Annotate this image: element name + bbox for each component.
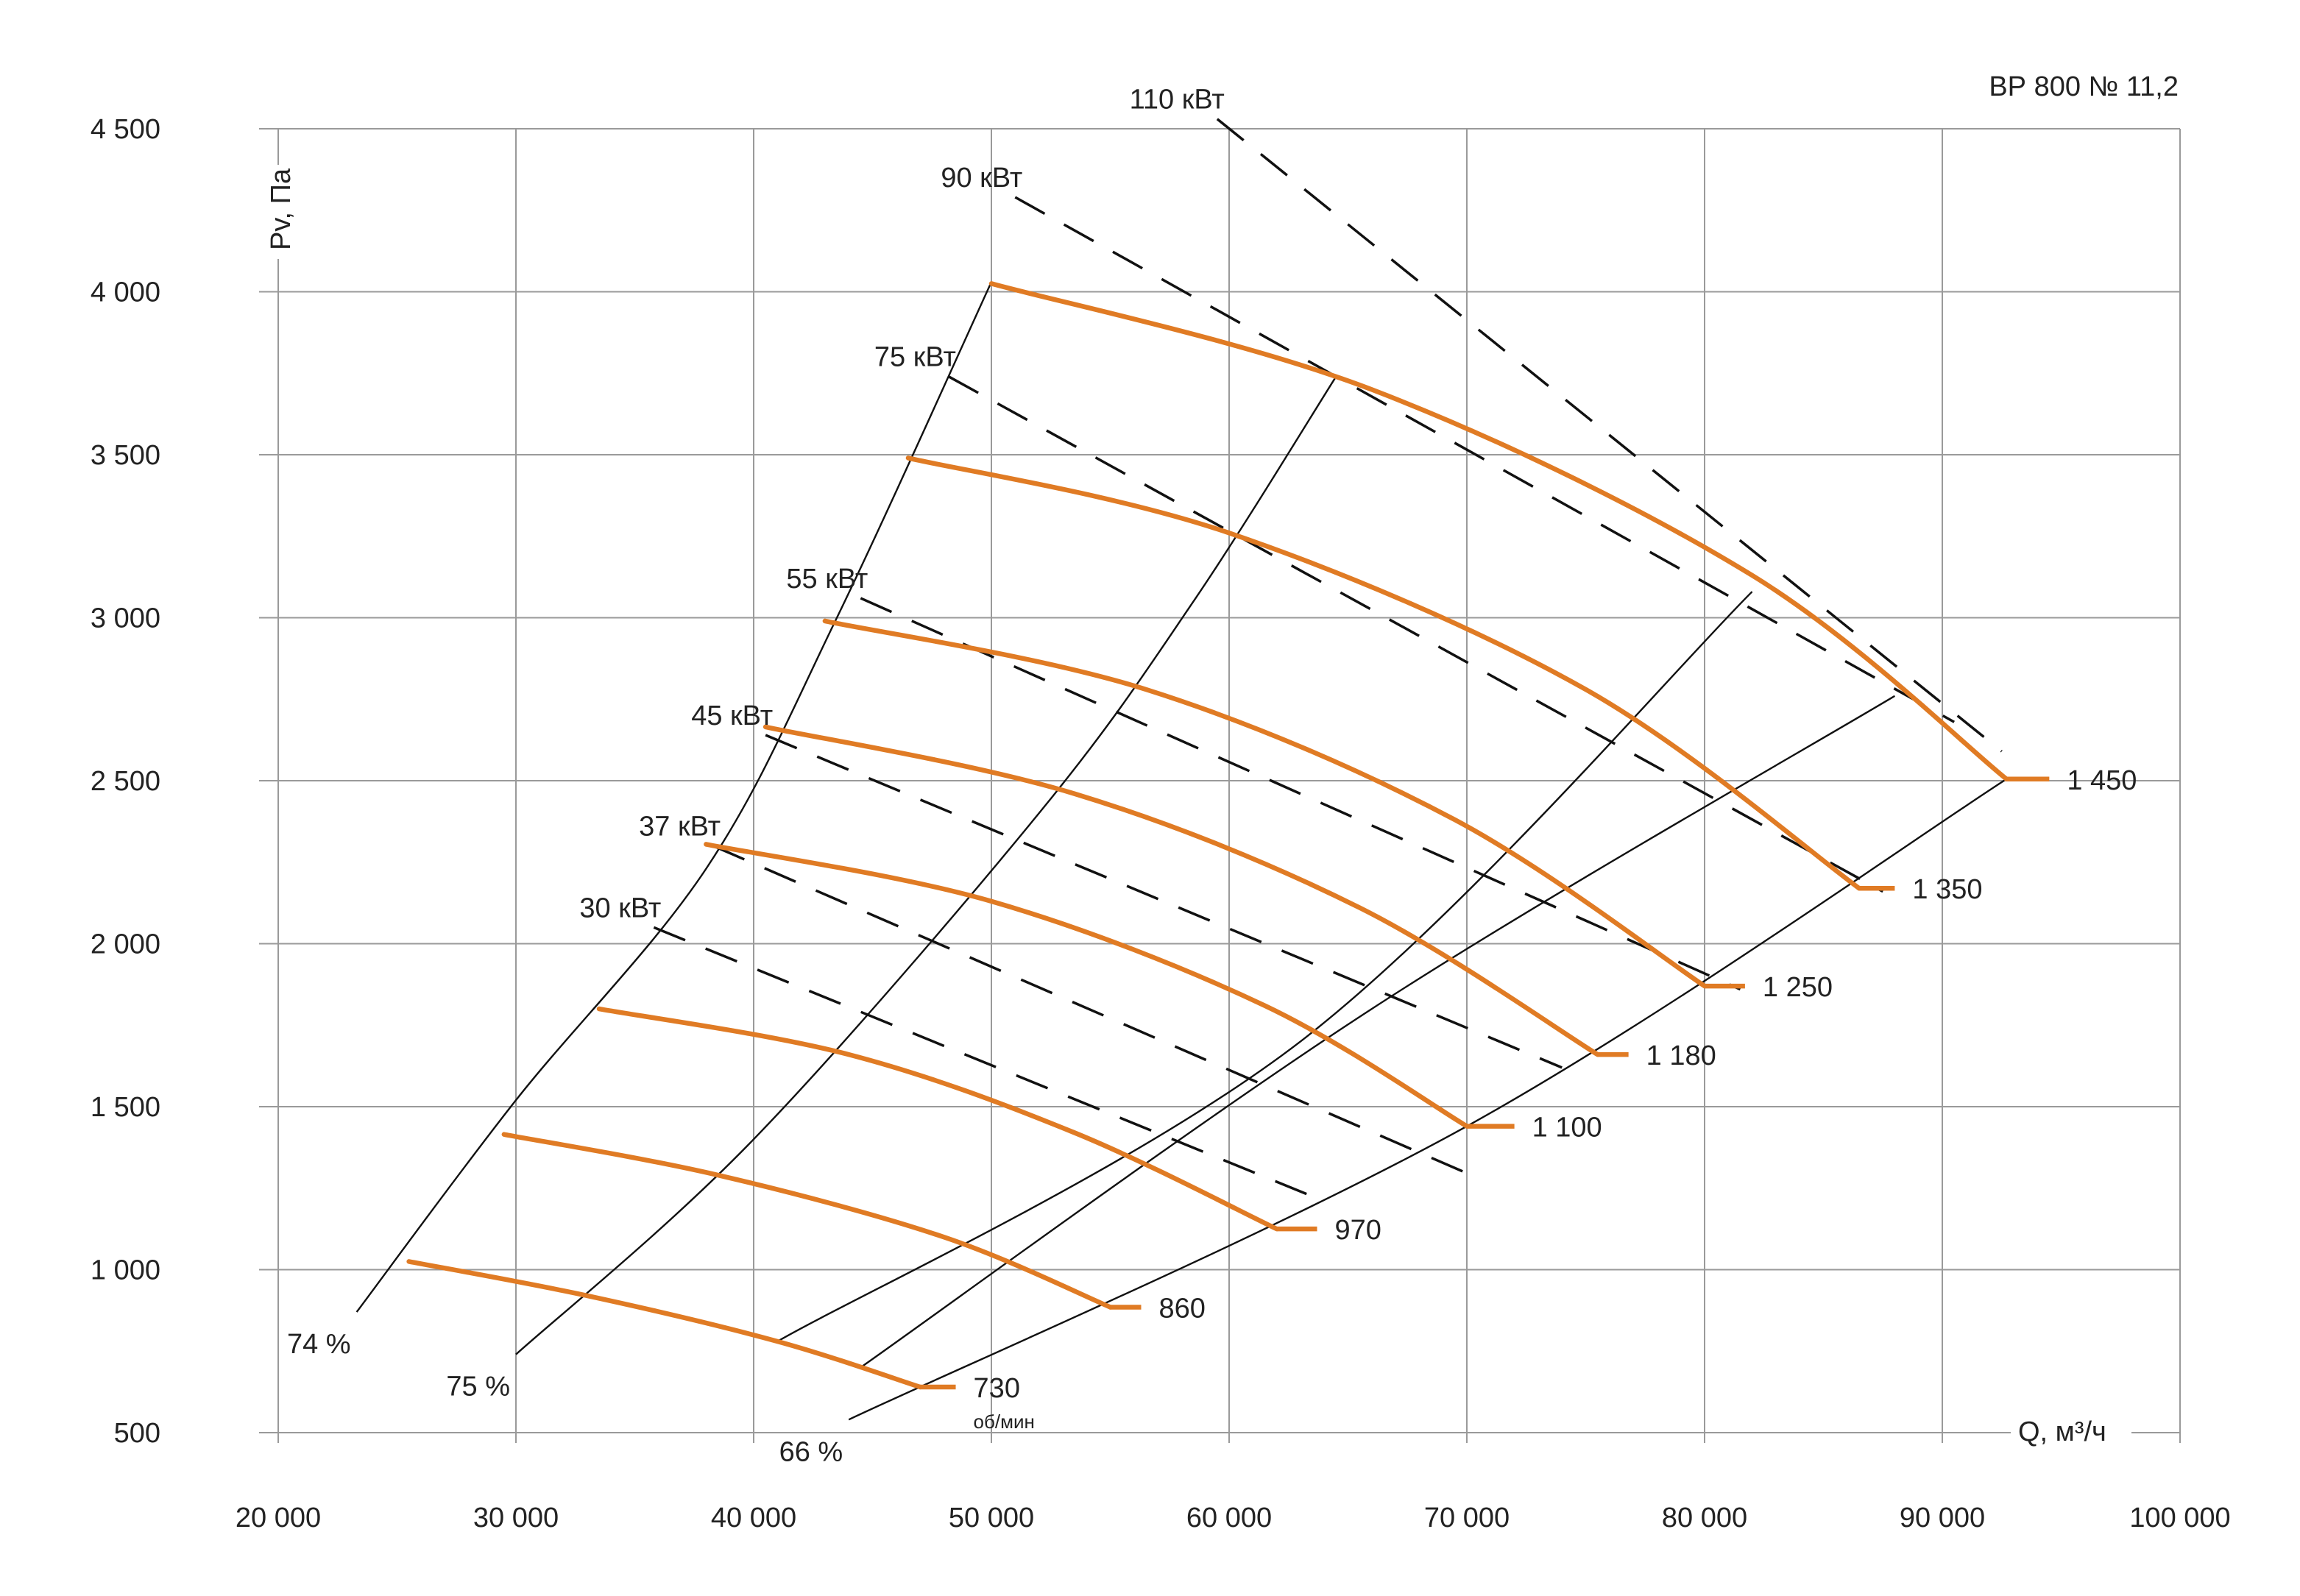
- x-tick-label: 60 000: [1186, 1503, 1272, 1533]
- x-tick-label: 50 000: [949, 1503, 1034, 1533]
- power-label: 37 кВт: [639, 812, 721, 843]
- power-label: 90 кВт: [941, 163, 1022, 194]
- power-line: [1014, 196, 1956, 723]
- x-tick-label: 100 000: [2129, 1503, 2230, 1533]
- speed-curve: [704, 842, 1470, 1129]
- x-tick-label: 30 000: [473, 1503, 559, 1533]
- power-line: [1216, 118, 2003, 753]
- power-label: 55 кВт: [786, 564, 868, 595]
- x-tick-label: 40 000: [711, 1503, 796, 1533]
- power-label: 110 кВт: [1130, 85, 1225, 116]
- tick-labels: 20 000 30 000 40 000 50 000 60 000 70 000 80 0…: [91, 114, 2231, 1533]
- x-axis-label: Q, м³/ч: [2011, 1414, 2131, 1451]
- x-tick-label: 20 000: [236, 1503, 321, 1533]
- speed-label: 860: [1158, 1293, 1205, 1324]
- speed-label: 1 450: [2067, 765, 2137, 796]
- y-axis-label-text: Pv, Па: [266, 168, 297, 250]
- y-tick-label: 2 000: [91, 929, 160, 960]
- power-line: [948, 375, 1884, 893]
- speed-label: 970: [1335, 1215, 1381, 1246]
- x-tick-label: 80 000: [1662, 1503, 1747, 1533]
- efficiency-line: [776, 591, 1753, 1343]
- x-tick-label: 90 000: [1900, 1503, 1985, 1533]
- speed-curve: [822, 618, 1708, 989]
- power-lines: [653, 118, 2003, 1198]
- power-label: 45 кВт: [691, 701, 773, 731]
- efficiency-lines: [355, 281, 2007, 1421]
- y-tick-label: 4 000: [91, 277, 160, 308]
- y-tick-label: 2 500: [91, 766, 160, 797]
- efficiency-label: 75 %: [446, 1372, 510, 1402]
- y-axis-label: Pv, Па: [261, 165, 302, 259]
- annotations: 74 % 75 % 66 % 30 кВт 37 кВт 45 кВт 55 кВт 75 к…: [287, 85, 2137, 1468]
- chart-title: ВР 800 № 11,2: [1989, 71, 2179, 102]
- speed-curve: [905, 455, 1862, 891]
- speed-label: 1 180: [1646, 1040, 1716, 1071]
- efficiency-label: 74 %: [287, 1329, 351, 1360]
- x-tick-label: 70 000: [1424, 1503, 1510, 1533]
- power-label: 30 кВт: [579, 893, 661, 923]
- power-line: [860, 597, 1741, 991]
- power-label: 75 кВт: [874, 342, 956, 373]
- power-line: [765, 734, 1563, 1069]
- y-tick-label: 3 000: [91, 603, 160, 634]
- speed-curve: [596, 1006, 1279, 1232]
- speed-curve: [762, 724, 1600, 1057]
- speed-curves: [406, 281, 2050, 1390]
- speed-curve: [988, 281, 2009, 782]
- grid: [259, 128, 2181, 1443]
- y-tick-label: 500: [114, 1418, 160, 1449]
- y-tick-label: 4 500: [91, 114, 160, 145]
- y-tick-label: 1 500: [91, 1092, 160, 1123]
- efficiency-line: [860, 695, 1896, 1369]
- speed-label: 1 100: [1532, 1113, 1602, 1143]
- efficiency-label: 66 %: [779, 1436, 843, 1467]
- speed-curve: [501, 1132, 1113, 1310]
- y-tick-label: 1 000: [91, 1255, 160, 1286]
- speed-curve: [406, 1259, 923, 1390]
- x-axis-label-text: Q, м³/ч: [2018, 1416, 2106, 1447]
- speed-unit-label: об/мин: [974, 1411, 1035, 1433]
- y-tick-label: 3 500: [91, 440, 160, 471]
- speed-label: 730: [974, 1373, 1020, 1404]
- power-line: [712, 844, 1479, 1180]
- speed-label: 1 350: [1912, 874, 1982, 905]
- speed-label: 1 250: [1763, 972, 1833, 1003]
- power-line: [653, 926, 1313, 1198]
- efficiency-line: [355, 281, 993, 1313]
